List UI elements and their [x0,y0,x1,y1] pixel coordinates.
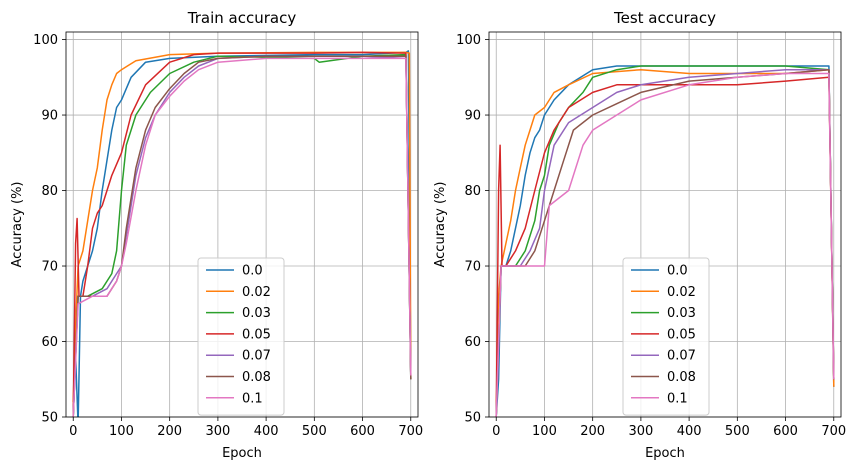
y-tick-label: 80 [41,184,58,199]
series-group [72,50,412,417]
legend-box [197,257,285,416]
series-line-0.0 [72,50,412,417]
y-tick-label: 70 [464,260,481,275]
y-tick-label: 100 [33,33,58,48]
y-tick-label: 60 [41,335,58,350]
x-tick-label: 100 [109,424,134,439]
train-accuracy-panel: 0 100 200 300 400 500 600 700 50 60 70 80 90 100 Train… [10,9,423,461]
legend-label: 0.07 [242,349,271,364]
legend: 0.0 0.02 0.03 0.05 0.07 0.08 0.1 [622,257,710,416]
y-tick-label: 90 [41,109,58,124]
legend-label: 0.03 [242,306,271,321]
series-group [495,65,835,417]
y-tick-label: 50 [41,411,58,426]
y-tick-label: 80 [464,184,481,199]
chart-title: Train accuracy [187,9,297,27]
plot-frame [65,31,419,418]
y-axis-label: Accuracy (%) [10,182,25,268]
x-tick-label: 100 [532,424,557,439]
chart-title: Test accuracy [613,9,716,27]
x-tick-label: 300 [205,424,230,439]
legend-label: 0.03 [667,306,696,321]
x-tick-label: 700 [398,424,423,439]
x-tick-label: 400 [677,424,702,439]
x-tick-label: 400 [254,424,279,439]
x-tick-label: 0 [492,424,500,439]
y-tick-label: 50 [464,411,481,426]
x-tick-label: 200 [580,424,605,439]
y-tick-label: 90 [464,109,481,124]
y-tick-label: 100 [456,33,481,48]
series-line-0.1 [495,72,835,417]
legend-box [622,257,710,416]
x-tick-label: 700 [821,424,846,439]
legend-label: 0.1 [242,391,263,406]
x-axis-label: Epoch [222,446,262,461]
legend-label: 0.08 [242,370,271,385]
plot-frame [488,31,842,418]
series-line-0.03 [72,53,412,417]
x-axis-label: Epoch [645,446,685,461]
legend-label: 0.08 [667,370,696,385]
legend-label: 0.05 [667,327,696,342]
legend-label: 0.02 [667,285,696,300]
series-line-0.1 [72,57,412,417]
legend: 0.0 0.02 0.03 0.05 0.07 0.08 0.1 [197,257,285,416]
x-tick-label: 200 [157,424,182,439]
x-tick-label: 600 [773,424,798,439]
y-tick-label: 60 [464,335,481,350]
legend-label: 0.07 [667,349,696,364]
x-tick-label: 500 [725,424,750,439]
y-tick-label: 70 [41,260,58,275]
legend-label: 0.05 [242,327,271,342]
x-tick-label: 300 [628,424,653,439]
x-tick-label: 500 [302,424,327,439]
legend-label: 0.0 [242,264,263,279]
series-line-0.07 [495,68,835,417]
x-tick-label: 0 [69,424,77,439]
legend-label: 0.0 [667,264,688,279]
legend-label: 0.1 [667,391,688,406]
test-accuracy-panel: 0 100 200 300 400 500 600 700 50 60 70 80 90 100 Test … [433,9,846,461]
y-axis-label: Accuracy (%) [433,182,448,268]
x-tick-label: 600 [350,424,375,439]
legend-label: 0.02 [242,285,271,300]
